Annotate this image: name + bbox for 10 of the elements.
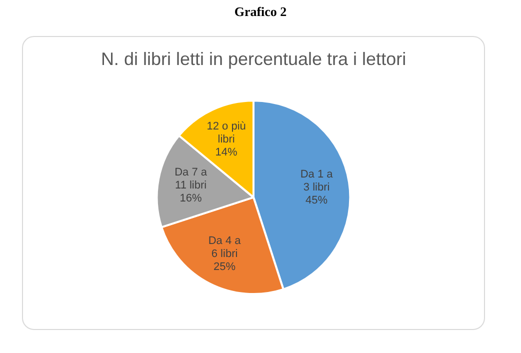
data-label: 45% [306, 194, 328, 206]
data-label: 16% [180, 192, 202, 204]
chart-subtitle: N. di libri letti in percentuale tra i lettori [100, 48, 406, 69]
data-label: 25% [214, 261, 236, 274]
slice-label: 12 o più libri [206, 120, 246, 146]
chart-title: Grafico 2 [233, 4, 288, 20]
slice-label: Da 4 a 6 libri [208, 235, 242, 260]
slice-label: Da 7 a 11 libri [174, 166, 208, 192]
data-label: 14% [215, 146, 238, 159]
slice-label: Da 1 a 3 libri [300, 168, 334, 194]
